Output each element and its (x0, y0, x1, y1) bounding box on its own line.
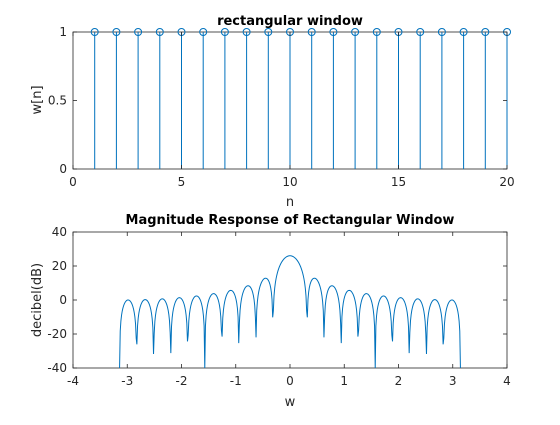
x-tick-label: 5 (178, 175, 186, 189)
stem-marker (351, 28, 360, 36)
magnitude-plot-frame (72, 231, 508, 369)
magnitude-plot-marks (119, 255, 461, 369)
stem-marker (134, 28, 143, 36)
x-tick-label: 1 (340, 374, 348, 388)
magnitude-plot-ticks: -4 -3 -2 -1 0 1 2 3 4 -40 -20 0 20 40 (47, 225, 510, 388)
stem-marker (112, 28, 121, 36)
stem-plot-ticks: 0 5 10 15 20 0 0.5 1 (48, 25, 515, 189)
x-tick-label: -4 (67, 374, 79, 388)
stem-plot-title: rectangular window (217, 14, 363, 29)
stem-marker (459, 28, 468, 36)
stem-marker (242, 28, 251, 36)
stem-plot-ylabel: w[n] (30, 85, 45, 114)
stem-marker (264, 28, 273, 36)
y-tick-label: 40 (52, 225, 67, 239)
stem-plot-xlabel: n (286, 195, 294, 210)
stem-marker (437, 28, 446, 36)
magnitude-plot-title: Magnitude Response of Rectangular Window (126, 213, 455, 228)
stem-plot-axes: 0 5 10 15 20 0 0.5 1 rectangular window n w[n] (30, 14, 515, 210)
y-tick-label: 0 (59, 293, 67, 307)
stem-marker (481, 28, 490, 36)
x-tick-label: 20 (499, 175, 514, 189)
x-tick-label: 4 (503, 374, 511, 388)
x-tick-label: 0 (286, 374, 294, 388)
x-tick-label: -3 (121, 374, 133, 388)
x-tick-label: 0 (69, 175, 77, 189)
x-tick-label: 3 (449, 374, 457, 388)
y-tick-label: 1 (59, 25, 67, 39)
y-tick-label: -40 (47, 361, 67, 375)
stem-marker (307, 28, 316, 36)
y-tick-label: 0 (59, 162, 67, 176)
stem-marker (155, 28, 164, 36)
y-tick-label: -20 (47, 327, 67, 341)
stem-marker (199, 28, 208, 36)
stem-marker (90, 28, 99, 36)
stem-marker (416, 28, 425, 36)
x-tick-label: -1 (230, 374, 242, 388)
magnitude-plot-ylabel: decibel(dB) (30, 263, 45, 337)
x-tick-label: -2 (176, 374, 188, 388)
x-tick-label: 2 (395, 374, 403, 388)
stem-marker (329, 28, 338, 36)
y-tick-label: 20 (52, 259, 67, 273)
magnitude-plot-xlabel: w (285, 395, 296, 410)
x-tick-label: 15 (391, 175, 406, 189)
stem-plot-marks (90, 28, 511, 169)
x-tick-label: 10 (282, 175, 297, 189)
magnitude-response-line (119, 255, 461, 369)
stem-marker (372, 28, 381, 36)
y-tick-label: 0.5 (48, 94, 67, 108)
magnitude-plot-axes: -4 -3 -2 -1 0 1 2 3 4 -40 -20 0 20 40 Magnitude Respo… (30, 213, 511, 410)
stem-marker (220, 28, 229, 36)
